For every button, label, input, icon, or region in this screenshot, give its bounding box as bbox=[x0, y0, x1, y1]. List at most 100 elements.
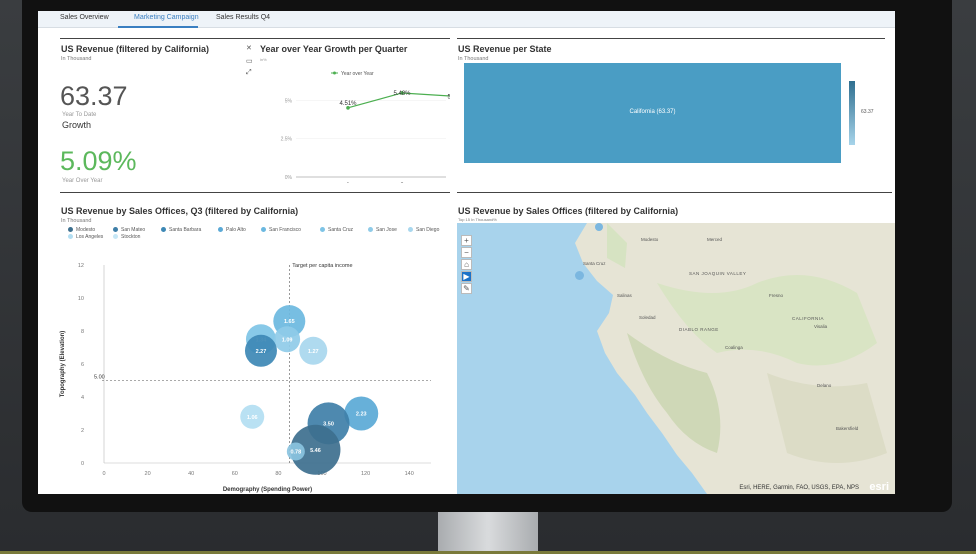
zoom-out-button[interactable]: − bbox=[461, 247, 472, 258]
yoy-line-chart: in% Year over Year 5%2.5%0%123 4.51%5.48… bbox=[260, 57, 450, 183]
bubble[interactable] bbox=[290, 424, 341, 475]
select-tool-button[interactable]: ▶ bbox=[461, 271, 472, 282]
dashboard-screen: Sales Overview Marketing Campaign Sales … bbox=[38, 11, 895, 494]
scatter-legend-label: Santa Barbara bbox=[169, 227, 202, 233]
scatter-legend-item[interactable]: San Mateo bbox=[113, 227, 145, 233]
revenue-value: 63.37 bbox=[60, 81, 128, 111]
revenue-kpi-subtitle: In Thousand bbox=[61, 56, 92, 62]
legend-dot-icon bbox=[218, 227, 223, 233]
scatter-legend-label: Palo Alto bbox=[226, 227, 246, 233]
map-terrain bbox=[575, 223, 895, 494]
office-marker[interactable] bbox=[595, 223, 603, 231]
growth-label: Growth bbox=[62, 120, 92, 130]
bubble[interactable] bbox=[244, 334, 277, 367]
scatter-legend-label: Stockton bbox=[121, 234, 141, 240]
sales-offices-map[interactable]: SAN JOAQUIN VALLEY DIABLO RANGE CALIFORN… bbox=[457, 223, 895, 494]
scatter-legend: Modesto San Mateo Santa Barbara Palo Alto Sa… bbox=[68, 227, 439, 247]
tab-marketing-campaign[interactable]: Marketing Campaign bbox=[134, 14, 199, 21]
home-button[interactable]: ⌂ bbox=[461, 259, 472, 270]
legend-dot-icon bbox=[68, 234, 73, 240]
color-scale-value: 63.37 bbox=[861, 109, 874, 115]
office-marker[interactable] bbox=[575, 271, 584, 280]
bubble-label: 5.46 bbox=[310, 448, 321, 454]
scatter-subtitle: In Thousand bbox=[61, 218, 92, 224]
tab-bar: Sales Overview Marketing Campaign Sales … bbox=[38, 11, 895, 28]
scatter-x-label: Demography (Spending Power) bbox=[223, 487, 312, 493]
color-scale-legend bbox=[849, 81, 855, 145]
scatter-x-tick: 120 bbox=[361, 471, 370, 477]
bubble[interactable] bbox=[274, 326, 301, 353]
yoy-data-label: 5.48% bbox=[393, 91, 411, 97]
scatter-legend-item[interactable]: Santa Barbara bbox=[161, 227, 201, 233]
reference-y-label: 5.00 bbox=[94, 375, 105, 381]
draw-tool-button[interactable]: ✎ bbox=[461, 283, 472, 294]
yoy-chart-title: Year over Year Growth per Quarter bbox=[260, 44, 408, 54]
map-label: Visalia bbox=[814, 324, 828, 329]
active-tab-indicator bbox=[118, 26, 198, 28]
map-label: Modesto bbox=[641, 237, 659, 242]
scatter-legend-item[interactable]: San Francisco bbox=[261, 227, 301, 233]
scatter-title: US Revenue by Sales Offices, Q3 (filtere… bbox=[61, 206, 299, 216]
bubble[interactable] bbox=[286, 442, 305, 461]
scatter-y-tick: 0 bbox=[81, 461, 84, 467]
growth-caption: Year Over Year bbox=[62, 178, 103, 184]
growth-value: 5.09% bbox=[60, 146, 137, 176]
legend-dot-icon bbox=[261, 227, 266, 233]
scatter-y-label: Topography (Elevation) bbox=[60, 331, 66, 398]
zoom-in-button[interactable]: + bbox=[461, 235, 472, 246]
yoy-y-tick: 5% bbox=[285, 98, 293, 104]
bubble-label: 3.50 bbox=[323, 421, 334, 427]
map-label: Santa Cruz bbox=[583, 261, 606, 266]
scatter-y-tick: 6 bbox=[81, 362, 84, 368]
expand-icon[interactable]: ⤢ bbox=[246, 69, 252, 76]
scatter-x-tick: 20 bbox=[145, 471, 151, 477]
scatter-legend-item[interactable]: Santa Cruz bbox=[320, 227, 353, 233]
bubble[interactable] bbox=[299, 336, 328, 365]
scatter-legend-label: San Diego bbox=[416, 227, 440, 233]
map-label: Bakersfield bbox=[836, 426, 859, 431]
yoy-data-label: 5.26% bbox=[447, 94, 450, 100]
scatter-legend-item[interactable]: Modesto bbox=[68, 227, 95, 233]
tab-sales-overview[interactable]: Sales Overview bbox=[60, 14, 109, 21]
scatter-x-tick: 40 bbox=[188, 471, 194, 477]
legend-dot-icon bbox=[408, 227, 413, 233]
monitor-stand bbox=[438, 512, 538, 554]
map-title: US Revenue by Sales Offices (filtered by… bbox=[458, 206, 679, 216]
scatter-legend-item[interactable]: Stockton bbox=[113, 234, 140, 240]
bubble[interactable] bbox=[240, 404, 265, 429]
map-label: Delano bbox=[817, 383, 832, 388]
panel-divider bbox=[457, 192, 892, 193]
scatter-legend-label: San Francisco bbox=[269, 227, 301, 233]
tab-sales-results-q4[interactable]: Sales Results Q4 bbox=[216, 14, 271, 21]
map-label: Fresno bbox=[769, 293, 784, 298]
map-label: Salinas bbox=[617, 293, 632, 298]
yoy-y-tick: 2.5% bbox=[281, 137, 293, 143]
yoy-point bbox=[400, 91, 404, 95]
scatter-legend-item[interactable]: San Diego bbox=[408, 227, 439, 233]
panel-divider bbox=[457, 38, 885, 39]
yoy-y-unit: in% bbox=[260, 57, 267, 62]
yoy-x-tick: 1 bbox=[347, 182, 350, 183]
scatter-legend-item[interactable]: Palo Alto bbox=[218, 227, 246, 233]
scatter-legend-item[interactable]: Los Angeles bbox=[68, 234, 103, 240]
map-label: SAN JOAQUIN VALLEY bbox=[689, 271, 747, 276]
california-bar[interactable] bbox=[464, 63, 841, 163]
map-label: DIABLO RANGE bbox=[679, 327, 719, 332]
comment-icon[interactable]: ▭ bbox=[246, 58, 253, 65]
map-attribution: Esri, HERE, Garmin, FAO, USGS, EPA, NPS bbox=[739, 485, 859, 491]
esri-logo: esri bbox=[869, 481, 889, 493]
map-subtitle: Top 15 In Thousand% bbox=[458, 217, 497, 222]
yoy-y-tick: 0% bbox=[285, 175, 293, 181]
scatter-y-tick: 8 bbox=[81, 329, 84, 335]
legend-dot-icon bbox=[368, 227, 373, 233]
bubble-label: 1.09 bbox=[282, 337, 293, 343]
pin-icon[interactable]: ✕ bbox=[246, 45, 252, 52]
revenue-kpi-title: US Revenue (filtered by California) bbox=[61, 44, 210, 54]
bubble[interactable] bbox=[344, 396, 379, 431]
scatter-legend-item[interactable]: San Jose bbox=[368, 227, 397, 233]
scatter-y-tick: 12 bbox=[78, 263, 84, 269]
scatter-x-tick: 100 bbox=[317, 471, 326, 477]
bubble-label: 1.65 bbox=[284, 319, 295, 325]
bubble-label: 0.78 bbox=[290, 449, 301, 455]
